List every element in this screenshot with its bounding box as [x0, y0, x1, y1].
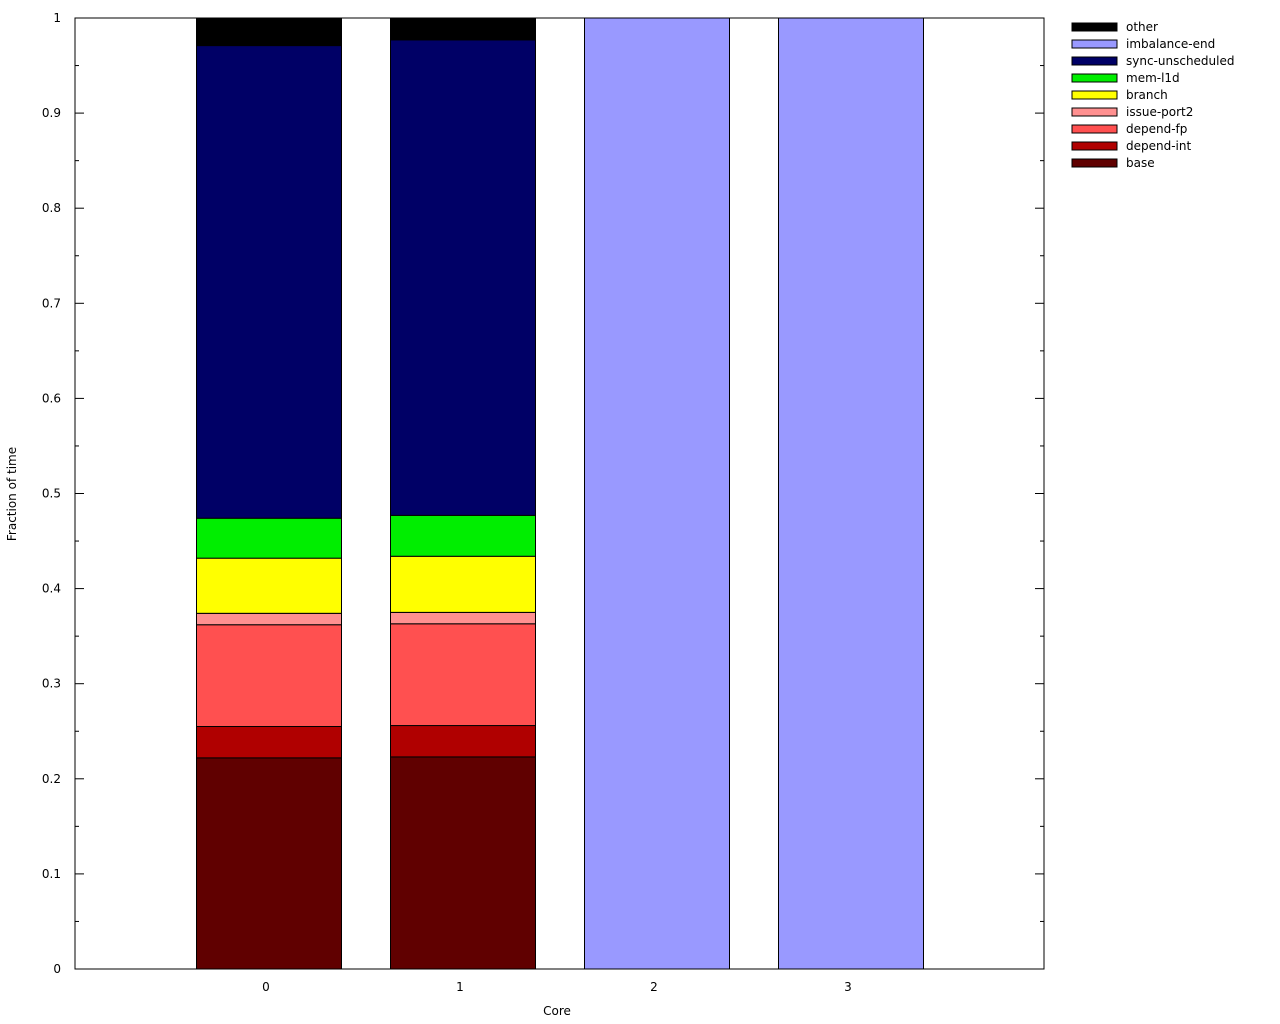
y-tick-label: 0.6 — [42, 391, 61, 405]
legend: other imbalance-end sync-unscheduled mem-l1… — [1071, 20, 1235, 170]
bar-segment-imbalance-end — [778, 17, 924, 970]
y-tick-label: 1 — [53, 11, 61, 25]
x-tick-label: 0 — [262, 980, 270, 994]
bar-segment-base — [390, 756, 536, 970]
bars — [196, 17, 924, 970]
bar-segment-depend-int — [390, 725, 536, 758]
legend-label-branch: branch — [1126, 88, 1168, 102]
y-tick-label: 0.8 — [42, 201, 61, 215]
legend-swatch-other — [1071, 22, 1118, 32]
bar-segment-depend-fp — [196, 624, 342, 727]
x-axis-label: Core — [543, 1004, 571, 1018]
legend-swatch-issue-port2 — [1071, 107, 1118, 117]
y-tick-label: 0.9 — [42, 106, 61, 120]
legend-label-mem-l1d: mem-l1d — [1126, 71, 1180, 85]
bar-segment-base — [196, 757, 342, 970]
legend-label-depend-int: depend-int — [1126, 139, 1191, 153]
bar-segment-branch — [390, 555, 536, 613]
legend-label-imbalance-end: imbalance-end — [1126, 37, 1215, 51]
legend-swatch-mem-l1d — [1071, 73, 1118, 83]
y-tick-label: 0.4 — [42, 582, 61, 596]
bar-segment-sync-unscheduled — [390, 39, 536, 516]
bar-segment-sync-unscheduled — [196, 45, 342, 519]
bar-segment-branch — [196, 557, 342, 614]
legend-swatch-imbalance-end — [1071, 39, 1118, 49]
bar-segment-mem-l1d — [196, 517, 342, 559]
y-tick-label: 0.7 — [42, 296, 61, 310]
legend-swatch-depend-fp — [1071, 124, 1118, 134]
bar-segment-other — [196, 17, 342, 47]
bar-segment-other — [390, 17, 536, 41]
y-tick-label: 0.2 — [42, 772, 61, 786]
legend-swatch-base — [1071, 158, 1118, 168]
bar-segment-imbalance-end — [584, 17, 730, 970]
x-tick-label: 3 — [844, 980, 852, 994]
x-tick-label: 1 — [456, 980, 464, 994]
legend-label-depend-fp: depend-fp — [1126, 122, 1187, 136]
legend-label-base: base — [1126, 156, 1155, 170]
legend-label-issue-port2: issue-port2 — [1126, 105, 1193, 119]
y-tick-labels: 0 0.1 0.2 0.3 0.4 0.5 0.6 0.7 0.8 0.9 1 — [42, 11, 61, 976]
bar-segment-depend-int — [196, 725, 342, 759]
legend-label-other: other — [1126, 20, 1158, 34]
y-tick-label: 0.5 — [42, 487, 61, 501]
x-tick-label: 2 — [650, 980, 658, 994]
legend-label-sync-unscheduled: sync-unscheduled — [1126, 54, 1235, 68]
legend-swatch-depend-int — [1071, 141, 1118, 151]
x-tick-labels: 0 1 2 3 — [262, 980, 852, 994]
legend-swatch-branch — [1071, 90, 1118, 100]
bar-segment-issue-port2 — [196, 612, 342, 626]
bar-segment-mem-l1d — [390, 514, 536, 557]
legend-swatch-sync-unscheduled — [1071, 56, 1118, 66]
y-axis-label: Fraction of time — [5, 447, 19, 541]
y-tick-label: 0.1 — [42, 867, 61, 881]
y-tick-label: 0.3 — [42, 677, 61, 691]
bar-segment-depend-fp — [390, 623, 536, 727]
y-tick-label: 0 — [53, 962, 61, 976]
bar-segment-issue-port2 — [390, 611, 536, 625]
